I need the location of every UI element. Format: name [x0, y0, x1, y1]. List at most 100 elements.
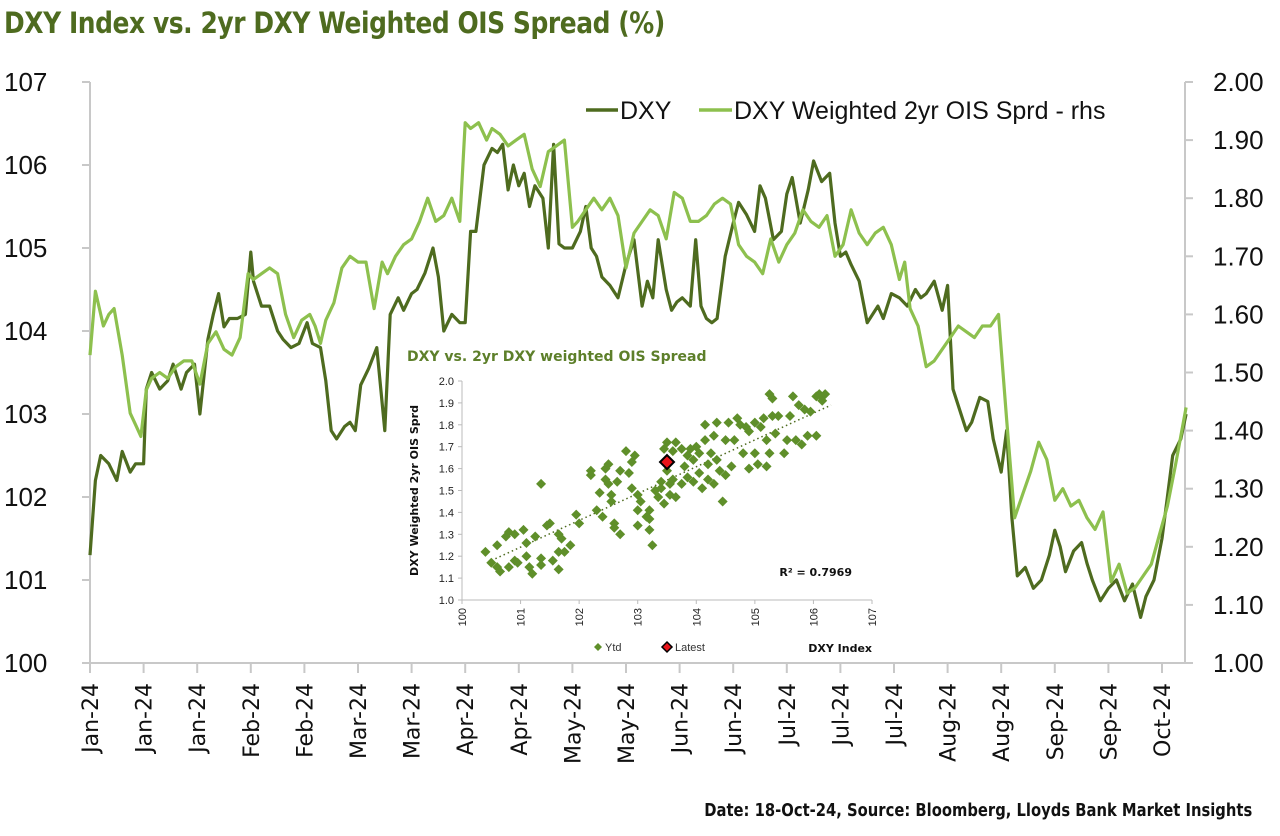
scatter-point-ytd: [729, 435, 740, 446]
scatter-point-ytd: [492, 540, 503, 551]
inset-legend-swatch-latest: [660, 640, 674, 654]
scatter-point-ytd: [785, 411, 795, 422]
scatter-point-ytd: [521, 538, 532, 549]
left-tick-label: 100: [4, 648, 47, 678]
source-footer: Date: 18-Oct-24, Source: Bloomberg, Lloy…: [704, 800, 1252, 821]
scatter-point-ytd: [559, 546, 570, 557]
scatter-point-ytd: [764, 448, 775, 459]
inset-y-tick-label: 1.6: [439, 464, 454, 476]
scatter-point-ytd: [688, 454, 699, 465]
right-tick-label: 1.80: [1213, 183, 1264, 213]
x-tick-label: Feb-24: [293, 683, 318, 758]
x-tick-label: Jul-24: [776, 683, 801, 747]
scatter-point-ytd: [805, 406, 816, 417]
inset-legend-swatch-ytd: [594, 643, 602, 651]
scatter-point-ytd: [615, 529, 626, 540]
x-tick-label: Apr-24: [454, 683, 479, 756]
scatter-point-ytd: [615, 465, 626, 476]
scatter-point-ytd: [667, 446, 678, 457]
scatter-point-ytd: [606, 489, 617, 500]
scatter-point-ytd: [503, 562, 514, 573]
scatter-point-ytd: [749, 448, 760, 459]
inset-r2-annotation: R² = 0.7969: [779, 566, 852, 579]
scatter-point-ytd: [656, 476, 667, 487]
scatter-point-ytd: [606, 496, 617, 507]
scatter-point-ytd: [495, 566, 506, 577]
scatter-point-ytd: [726, 461, 737, 472]
scatter-point-ytd: [793, 400, 804, 411]
x-tick-label: May-24: [615, 683, 640, 764]
legend: DXY DXY Weighted 2yr OIS Sprd - rhs: [586, 97, 1105, 125]
inset-y-tick-label: 1.4: [439, 507, 454, 519]
scatter-point-ytd: [758, 413, 769, 424]
inset-y-axis-label: DXY Weighted 2yr OIS Sprd: [408, 405, 421, 576]
scatter-point-ytd: [802, 430, 813, 441]
scatter-point-ytd: [603, 459, 614, 470]
scatter-point-ytd: [632, 505, 643, 516]
scatter-point-ytd: [708, 430, 719, 441]
scatter-point-ytd: [527, 568, 538, 579]
scatter-point-ytd: [697, 483, 708, 494]
scatter-point-ytd: [667, 474, 678, 485]
scatter-point-ytd: [761, 461, 772, 472]
left-tick-label: 105: [4, 233, 47, 263]
scatter-point-ytd: [536, 478, 547, 489]
right-tick-label: 1.30: [1213, 474, 1264, 504]
scatter-point-ytd: [714, 465, 725, 476]
scatter-point-ytd: [767, 393, 778, 404]
x-tick-label: Aug-24: [990, 683, 1015, 762]
scatter-point-ytd: [770, 428, 781, 439]
scatter-point-ytd: [744, 463, 754, 474]
scatter-point-ytd: [597, 511, 608, 522]
scatter-point-ytd: [688, 476, 699, 487]
inset-x-tick-label: 100: [457, 608, 469, 626]
scatter-point-ytd: [708, 478, 719, 489]
scatter-point-ytd: [647, 540, 658, 551]
scatter-point-ytd: [591, 505, 602, 516]
scatter-point-ytd: [536, 559, 547, 570]
scatter-point-ytd: [635, 496, 646, 507]
inset-x-axis-label: DXY Index: [808, 642, 872, 655]
x-tick-label: Feb-24: [240, 683, 265, 758]
right-tick-label: 1.40: [1213, 416, 1264, 446]
legend-label-spread: DXY Weighted 2yr OIS Sprd - rhs: [734, 97, 1105, 125]
main-series: [88, 121, 1188, 619]
scatter-point-ytd: [556, 533, 567, 544]
scatter-point-ytd: [796, 439, 807, 450]
inset-x-tick-label: 104: [691, 608, 703, 626]
scatter-point-ytd: [711, 454, 722, 465]
main-axes: 100 101 102 103 104 105 106 107 1.00 1.10 1.20 1.30…: [4, 67, 1264, 764]
scatter-point-ytd: [486, 557, 497, 568]
scatter-point-ytd: [536, 553, 547, 564]
scatter-point-ytd: [623, 467, 634, 478]
left-tick-label: 102: [4, 482, 47, 512]
left-tick-label: 106: [4, 150, 47, 180]
x-tick-label: Jun-24: [669, 683, 694, 755]
scatter-point-ytd: [644, 505, 655, 516]
scatter-point-ytd: [621, 446, 631, 457]
scatter-point-ytd: [662, 465, 672, 476]
scatter-point-ytd: [626, 483, 637, 494]
scatter-point-ytd: [720, 470, 731, 481]
scatter-point-ytd: [612, 476, 623, 487]
left-tick-label: 107: [4, 67, 47, 97]
scatter-point-ytd: [773, 411, 784, 422]
right-tick-label: 2.00: [1213, 67, 1264, 97]
inset-x-tick-label: 101: [516, 608, 528, 626]
scatter-point-ytd: [653, 492, 664, 503]
scatter-point-ytd: [694, 467, 705, 478]
scatter-point-ytd: [744, 426, 754, 437]
scatter-point-ytd: [679, 461, 690, 472]
scatter-point-ytd: [571, 509, 582, 520]
x-tick-label: Mar-24: [401, 683, 426, 759]
inset-legend-label-latest: Latest: [675, 642, 705, 654]
right-tick-label: 1.70: [1213, 241, 1264, 271]
scatter-point-ytd: [547, 555, 558, 566]
inset-x-tick-label: 105: [750, 608, 762, 626]
scatter-point-ytd: [594, 487, 605, 498]
scatter-point-ytd: [553, 546, 564, 557]
x-tick-label: Apr-24: [508, 683, 533, 756]
inset-y-tick-label: 2.0: [439, 376, 454, 388]
x-tick-label: May-24: [561, 683, 586, 764]
